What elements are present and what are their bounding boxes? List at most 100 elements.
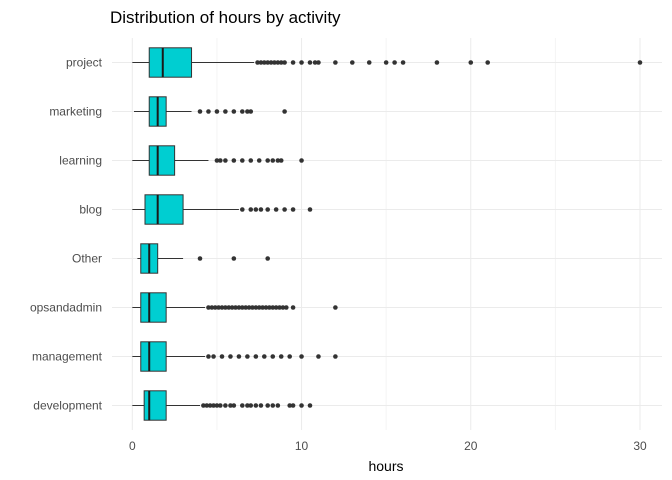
outlier-point xyxy=(299,354,304,359)
y-tick-label-opsandadmin: opsandadmin xyxy=(30,301,102,315)
outlier-point xyxy=(265,207,270,212)
y-tick-label-blog: blog xyxy=(79,203,102,217)
iqr-box xyxy=(140,292,167,323)
outlier-point xyxy=(350,60,355,65)
outlier-point xyxy=(231,256,237,261)
outlier-point xyxy=(262,354,267,359)
outlier-point xyxy=(207,403,213,408)
outlier-point xyxy=(290,207,296,212)
outlier-point xyxy=(307,60,313,65)
box-other xyxy=(137,243,270,274)
outlier-point xyxy=(258,60,264,65)
box-learning xyxy=(132,145,304,176)
outlier-point xyxy=(400,60,406,65)
outlier-point xyxy=(260,305,265,310)
outlier-point xyxy=(204,403,210,408)
box-management xyxy=(132,341,338,372)
y-tick-label-project: project xyxy=(66,56,103,70)
outlier-point xyxy=(236,354,242,359)
outlier-point xyxy=(218,403,223,408)
outlier-point xyxy=(214,109,220,114)
outlier-point xyxy=(197,256,203,261)
outlier-point xyxy=(290,60,296,65)
x-tick-label: 30 xyxy=(633,439,647,453)
outlier-point xyxy=(265,256,270,261)
outlier-point xyxy=(211,403,216,408)
outlier-point xyxy=(270,305,276,310)
outlier-point xyxy=(206,305,211,310)
outlier-point xyxy=(278,158,284,163)
outlier-point xyxy=(253,354,259,359)
outlier-point xyxy=(282,207,287,212)
outlier-point xyxy=(228,403,233,408)
outlier-point xyxy=(206,354,211,359)
outlier-point xyxy=(245,109,250,114)
outlier-point xyxy=(307,403,313,408)
outlier-point xyxy=(275,60,281,65)
x-tick-label: 0 xyxy=(129,439,136,453)
outlier-point xyxy=(290,403,296,408)
outlier-point xyxy=(197,109,203,114)
outlier-point xyxy=(366,60,372,65)
outlier-point xyxy=(206,109,211,114)
outlier-point xyxy=(270,403,276,408)
outlier-point xyxy=(278,354,284,359)
outlier-point xyxy=(299,60,304,65)
iqr-box xyxy=(148,47,193,78)
x-axis-tick-labels: 0 10 20 30 xyxy=(129,439,647,453)
outlier-point xyxy=(299,158,304,163)
outlier-point xyxy=(223,109,228,114)
outlier-point xyxy=(258,207,264,212)
outlier-point xyxy=(392,60,397,65)
outlier-point xyxy=(268,60,274,65)
box-blog xyxy=(132,194,313,225)
outlier-point xyxy=(434,60,440,65)
outlier-point xyxy=(280,305,286,310)
outlier-point xyxy=(211,354,216,359)
outlier-point xyxy=(333,305,338,310)
outlier-point xyxy=(201,403,206,408)
box-project xyxy=(132,47,643,78)
outlier-point xyxy=(299,403,304,408)
outlier-point xyxy=(228,354,233,359)
outlier-point xyxy=(240,207,245,212)
outlier-point xyxy=(265,60,270,65)
outlier-point xyxy=(209,305,215,310)
outlier-point xyxy=(226,305,232,310)
outlier-point xyxy=(270,354,276,359)
outlier-point xyxy=(637,60,643,65)
outlier-point xyxy=(248,109,254,114)
y-tick-label-learning: learning xyxy=(59,154,102,168)
outlier-point xyxy=(248,403,254,408)
x-axis-title: hours xyxy=(368,458,403,474)
outlier-point xyxy=(277,305,282,310)
outlier-point xyxy=(265,158,270,163)
outlier-point xyxy=(223,403,228,408)
outlier-point xyxy=(316,354,321,359)
outlier-point xyxy=(333,354,338,359)
outlier-point xyxy=(248,158,254,163)
iqr-box xyxy=(143,390,167,421)
outlier-point xyxy=(485,60,490,65)
outlier-point xyxy=(316,60,321,65)
outlier-point xyxy=(273,207,279,212)
outlier-point xyxy=(333,60,338,65)
outlier-point xyxy=(273,305,279,310)
x-tick-label: 10 xyxy=(295,439,309,453)
outlier-point xyxy=(253,403,259,408)
outlier-point xyxy=(223,158,228,163)
box-marketing xyxy=(134,96,287,127)
outlier-point xyxy=(255,60,260,65)
outlier-point xyxy=(270,158,276,163)
outlier-point xyxy=(265,403,270,408)
minor-gridlines xyxy=(216,38,556,430)
box-development xyxy=(132,390,313,421)
box-series xyxy=(132,47,643,421)
outlier-point xyxy=(240,109,245,114)
outlier-point xyxy=(290,305,296,310)
outlier-point xyxy=(263,305,269,310)
outlier-point xyxy=(256,158,262,163)
major-gridlines xyxy=(112,38,662,430)
outlier-point xyxy=(243,305,248,310)
y-axis-tick-labels: project marketing learning blog Other opsanda… xyxy=(30,56,103,413)
